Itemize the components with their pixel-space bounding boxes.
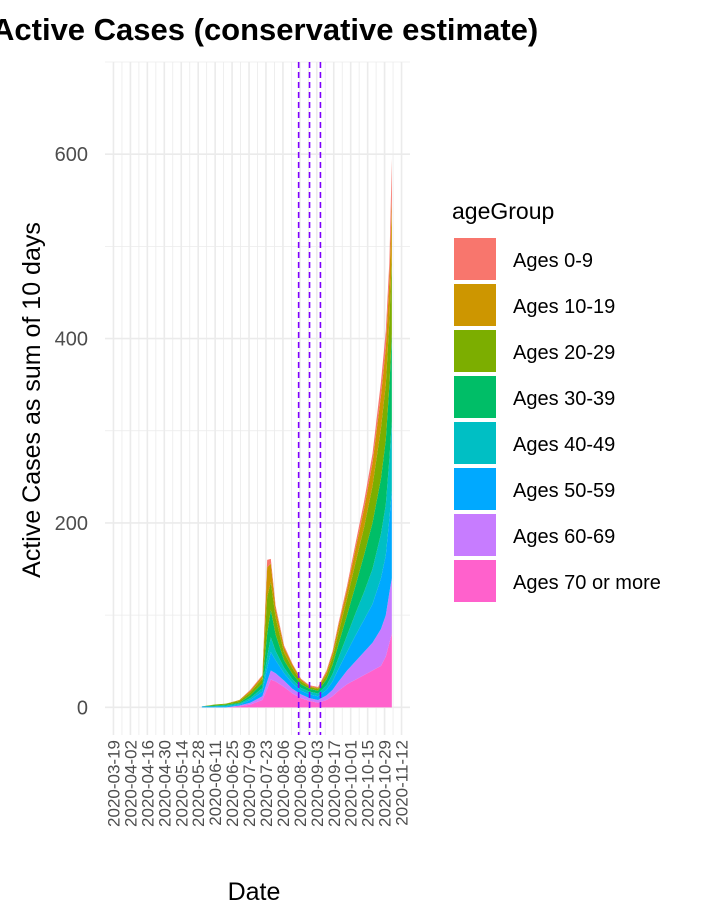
- x-tick-label: 2020-09-17: [325, 740, 344, 827]
- x-axis-title: Date: [228, 878, 281, 906]
- legend-label: Ages 10-19: [513, 296, 615, 318]
- y-tick-label: 600: [55, 144, 88, 166]
- x-tick-label: 2020-11-12: [393, 740, 412, 826]
- area-ages-70-or-more: [201, 633, 392, 708]
- legend-key-ages-0-9: [454, 238, 496, 280]
- legend-title: ageGroup: [452, 198, 554, 224]
- x-tick-label: 2020-10-29: [376, 740, 395, 827]
- y-tick-label: 200: [55, 513, 88, 535]
- legend-key-ages-70-or-more: [454, 560, 496, 602]
- legend-label: Ages 40-49: [513, 434, 615, 456]
- x-tick-label: 2020-05-14: [172, 740, 191, 827]
- x-tick-label: 2020-03-19: [104, 740, 123, 827]
- x-tick-label: 2020-04-02: [121, 740, 140, 827]
- legend-label: Ages 60-69: [513, 526, 615, 548]
- legend-key-ages-40-49: [454, 422, 496, 464]
- stacked-areas: [201, 158, 392, 708]
- x-tick-label: 2020-07-23: [257, 740, 276, 827]
- legend-label: Ages 50-59: [513, 480, 615, 502]
- x-tick-label: 2020-08-06: [274, 740, 293, 827]
- y-axis-title: Active Cases as sum of 10 days: [18, 222, 46, 578]
- x-tick-label: 2020-06-25: [223, 740, 242, 827]
- y-tick-label: 0: [77, 697, 88, 719]
- legend-label: Ages 0-9: [513, 250, 593, 272]
- legend-label: Ages 70 or more: [513, 572, 661, 594]
- y-tick-label: 400: [55, 329, 88, 351]
- x-tick-label: 2020-10-15: [359, 740, 378, 827]
- legend: ageGroup Ages 0-9 Ages 10-19 Ages 20-29 Age…: [452, 198, 661, 602]
- x-tick-label: 2020-07-09: [240, 740, 259, 827]
- legend-key-ages-10-19: [454, 284, 496, 326]
- vertical-reference-lines: [297, 62, 322, 735]
- x-tick-label: 2020-10-01: [342, 740, 361, 827]
- x-tick-label: 2020-06-11: [206, 740, 225, 826]
- legend-label: Ages 30-39: [513, 388, 615, 410]
- x-tick-label: 2020-05-28: [189, 740, 208, 827]
- x-tick-label: 2020-04-16: [138, 740, 157, 827]
- y-axis-ticks: 0 200 400 600: [55, 144, 88, 719]
- x-tick-label: 2020-08-20: [291, 740, 310, 827]
- x-tick-label: 2020-04-30: [155, 740, 174, 827]
- chart-title: Active Cases (conservative estimate): [0, 12, 538, 47]
- legend-key-ages-60-69: [454, 514, 496, 556]
- x-tick-label: 2020-09-03: [308, 740, 327, 827]
- area-ages-60-69: [201, 578, 392, 708]
- legend-key-ages-30-39: [454, 376, 496, 418]
- legend-key-ages-20-29: [454, 330, 496, 372]
- legend-label: Ages 20-29: [513, 342, 615, 364]
- x-axis-ticks: 2020-03-192020-04-022020-04-162020-04-30…: [104, 740, 411, 827]
- legend-key-ages-50-59: [454, 468, 496, 510]
